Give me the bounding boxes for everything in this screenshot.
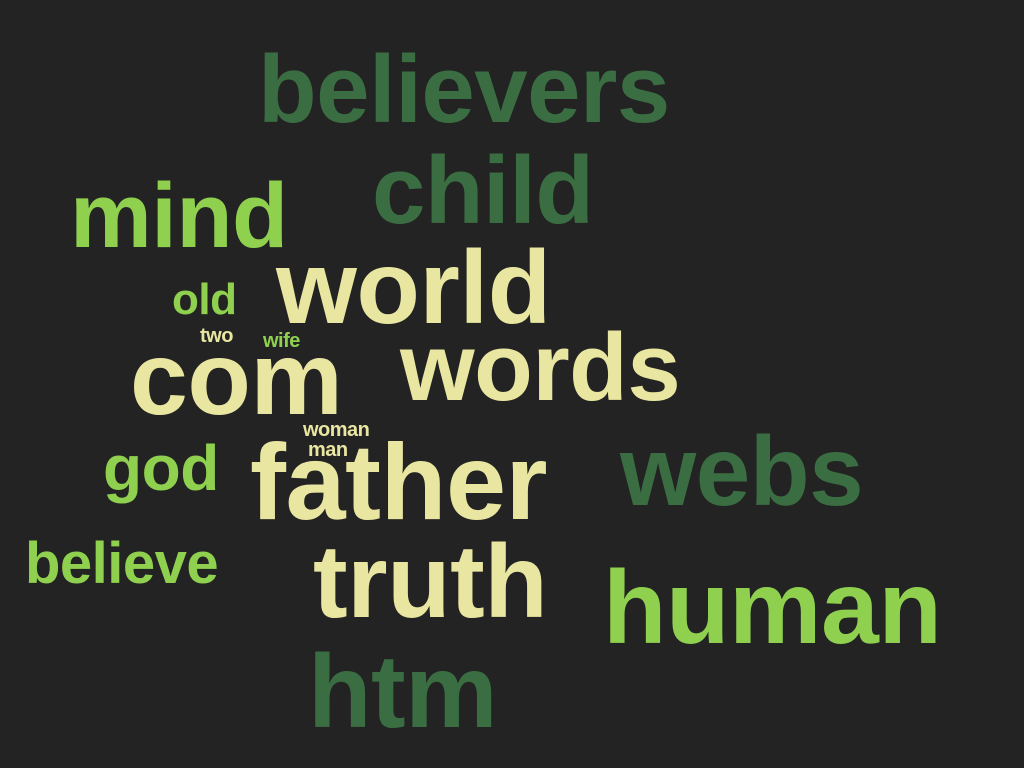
word-old: old: [172, 275, 237, 324]
word-words: words: [400, 314, 681, 421]
word-human: human: [603, 550, 942, 666]
word-two: two: [200, 325, 233, 347]
word-believe: believe: [25, 531, 219, 596]
word-believers: believers: [258, 36, 670, 143]
word-woman: woman: [303, 419, 370, 441]
word-child: child: [372, 137, 594, 244]
word-father: father: [250, 421, 548, 542]
word-htm: htm: [308, 634, 498, 750]
word-com: com: [130, 321, 343, 437]
word-world: world: [276, 230, 551, 346]
word-wife: wife: [263, 330, 300, 352]
word-god: god: [103, 432, 219, 504]
word-mind: mind: [70, 165, 288, 267]
word-man: man: [308, 439, 348, 461]
word-webs: webs: [620, 416, 864, 526]
word-truth: truth: [313, 524, 548, 640]
